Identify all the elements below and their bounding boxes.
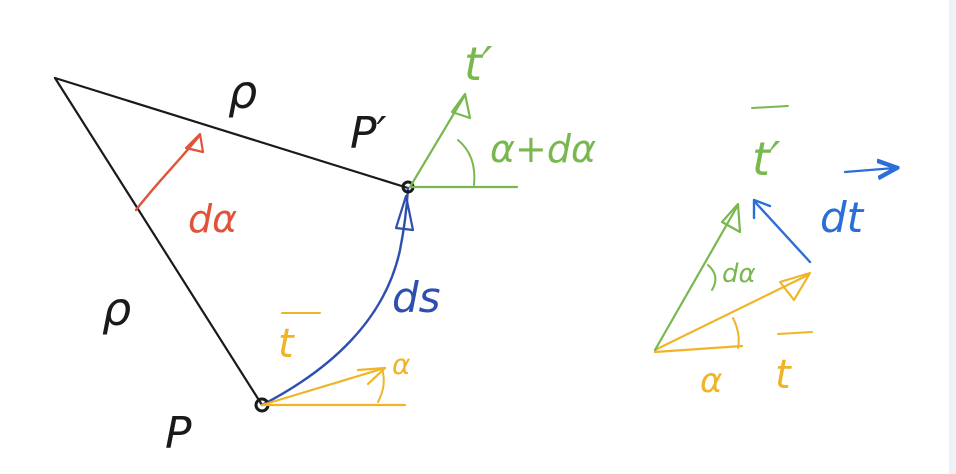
- label-arc-ds: ds: [392, 273, 441, 322]
- vector-t-arrowhead: [778, 271, 812, 302]
- angle-arc-alpha: [377, 371, 385, 403]
- right-edge-strip: [949, 0, 956, 474]
- tangent-arrowhead-p: [356, 366, 387, 386]
- label-angle-dalpha-right: dα: [722, 259, 756, 289]
- label-rho-top: ρ: [228, 65, 257, 119]
- radius-line-left: [53, 76, 264, 407]
- vector-t-prime: [653, 203, 740, 352]
- angle-arrowhead-dalpha: [184, 132, 205, 154]
- label-angle-alpha-plus-dalpha: α+dα: [490, 127, 596, 171]
- vector-bar-t-prime: [751, 105, 789, 109]
- angle-arc-alpha-plus-dalpha: [457, 139, 476, 186]
- label-vector-dt: dt: [820, 193, 865, 242]
- label-rho-left: ρ: [102, 282, 131, 336]
- angle-arc-alpha-right: [732, 317, 740, 349]
- label-vector-t: t: [775, 352, 792, 398]
- radius-line-top: [53, 76, 410, 190]
- label-point-p-prime: P′: [350, 108, 387, 159]
- tangent-vector-p-prime: [408, 93, 467, 189]
- tangent-arrowhead-p-prime: [450, 92, 472, 120]
- vector-bar-dt: [843, 168, 895, 172]
- vector-t-prime-arrowhead: [720, 202, 742, 234]
- label-angle-dalpha: dα: [188, 197, 237, 241]
- vector-bar-t: [777, 331, 813, 335]
- vector-dt-arrowhead: [752, 198, 772, 220]
- label-tangent-t-prime: t′: [464, 37, 493, 91]
- right-figure: t′ dt dα t α: [653, 105, 895, 401]
- arc-ds-curve: [260, 186, 410, 407]
- label-angle-alpha: α: [392, 348, 411, 381]
- label-angle-alpha-right: α: [700, 361, 722, 401]
- arc-ds-arrowhead: [394, 194, 415, 232]
- vector-dt: [753, 200, 812, 264]
- label-tangent-t: t: [278, 321, 295, 367]
- label-vector-t-prime: t′: [752, 132, 781, 186]
- left-figure: ρ ρ P P′ dα ds t t′ α α+dα: [53, 37, 596, 459]
- angle-arc-dalpha: [134, 133, 202, 212]
- vector-t: [653, 273, 810, 352]
- angle-arc-dalpha-right: [707, 264, 717, 291]
- reference-baseline: [653, 344, 744, 354]
- label-point-p: P: [165, 408, 192, 459]
- tangent-vector-p: [260, 366, 387, 407]
